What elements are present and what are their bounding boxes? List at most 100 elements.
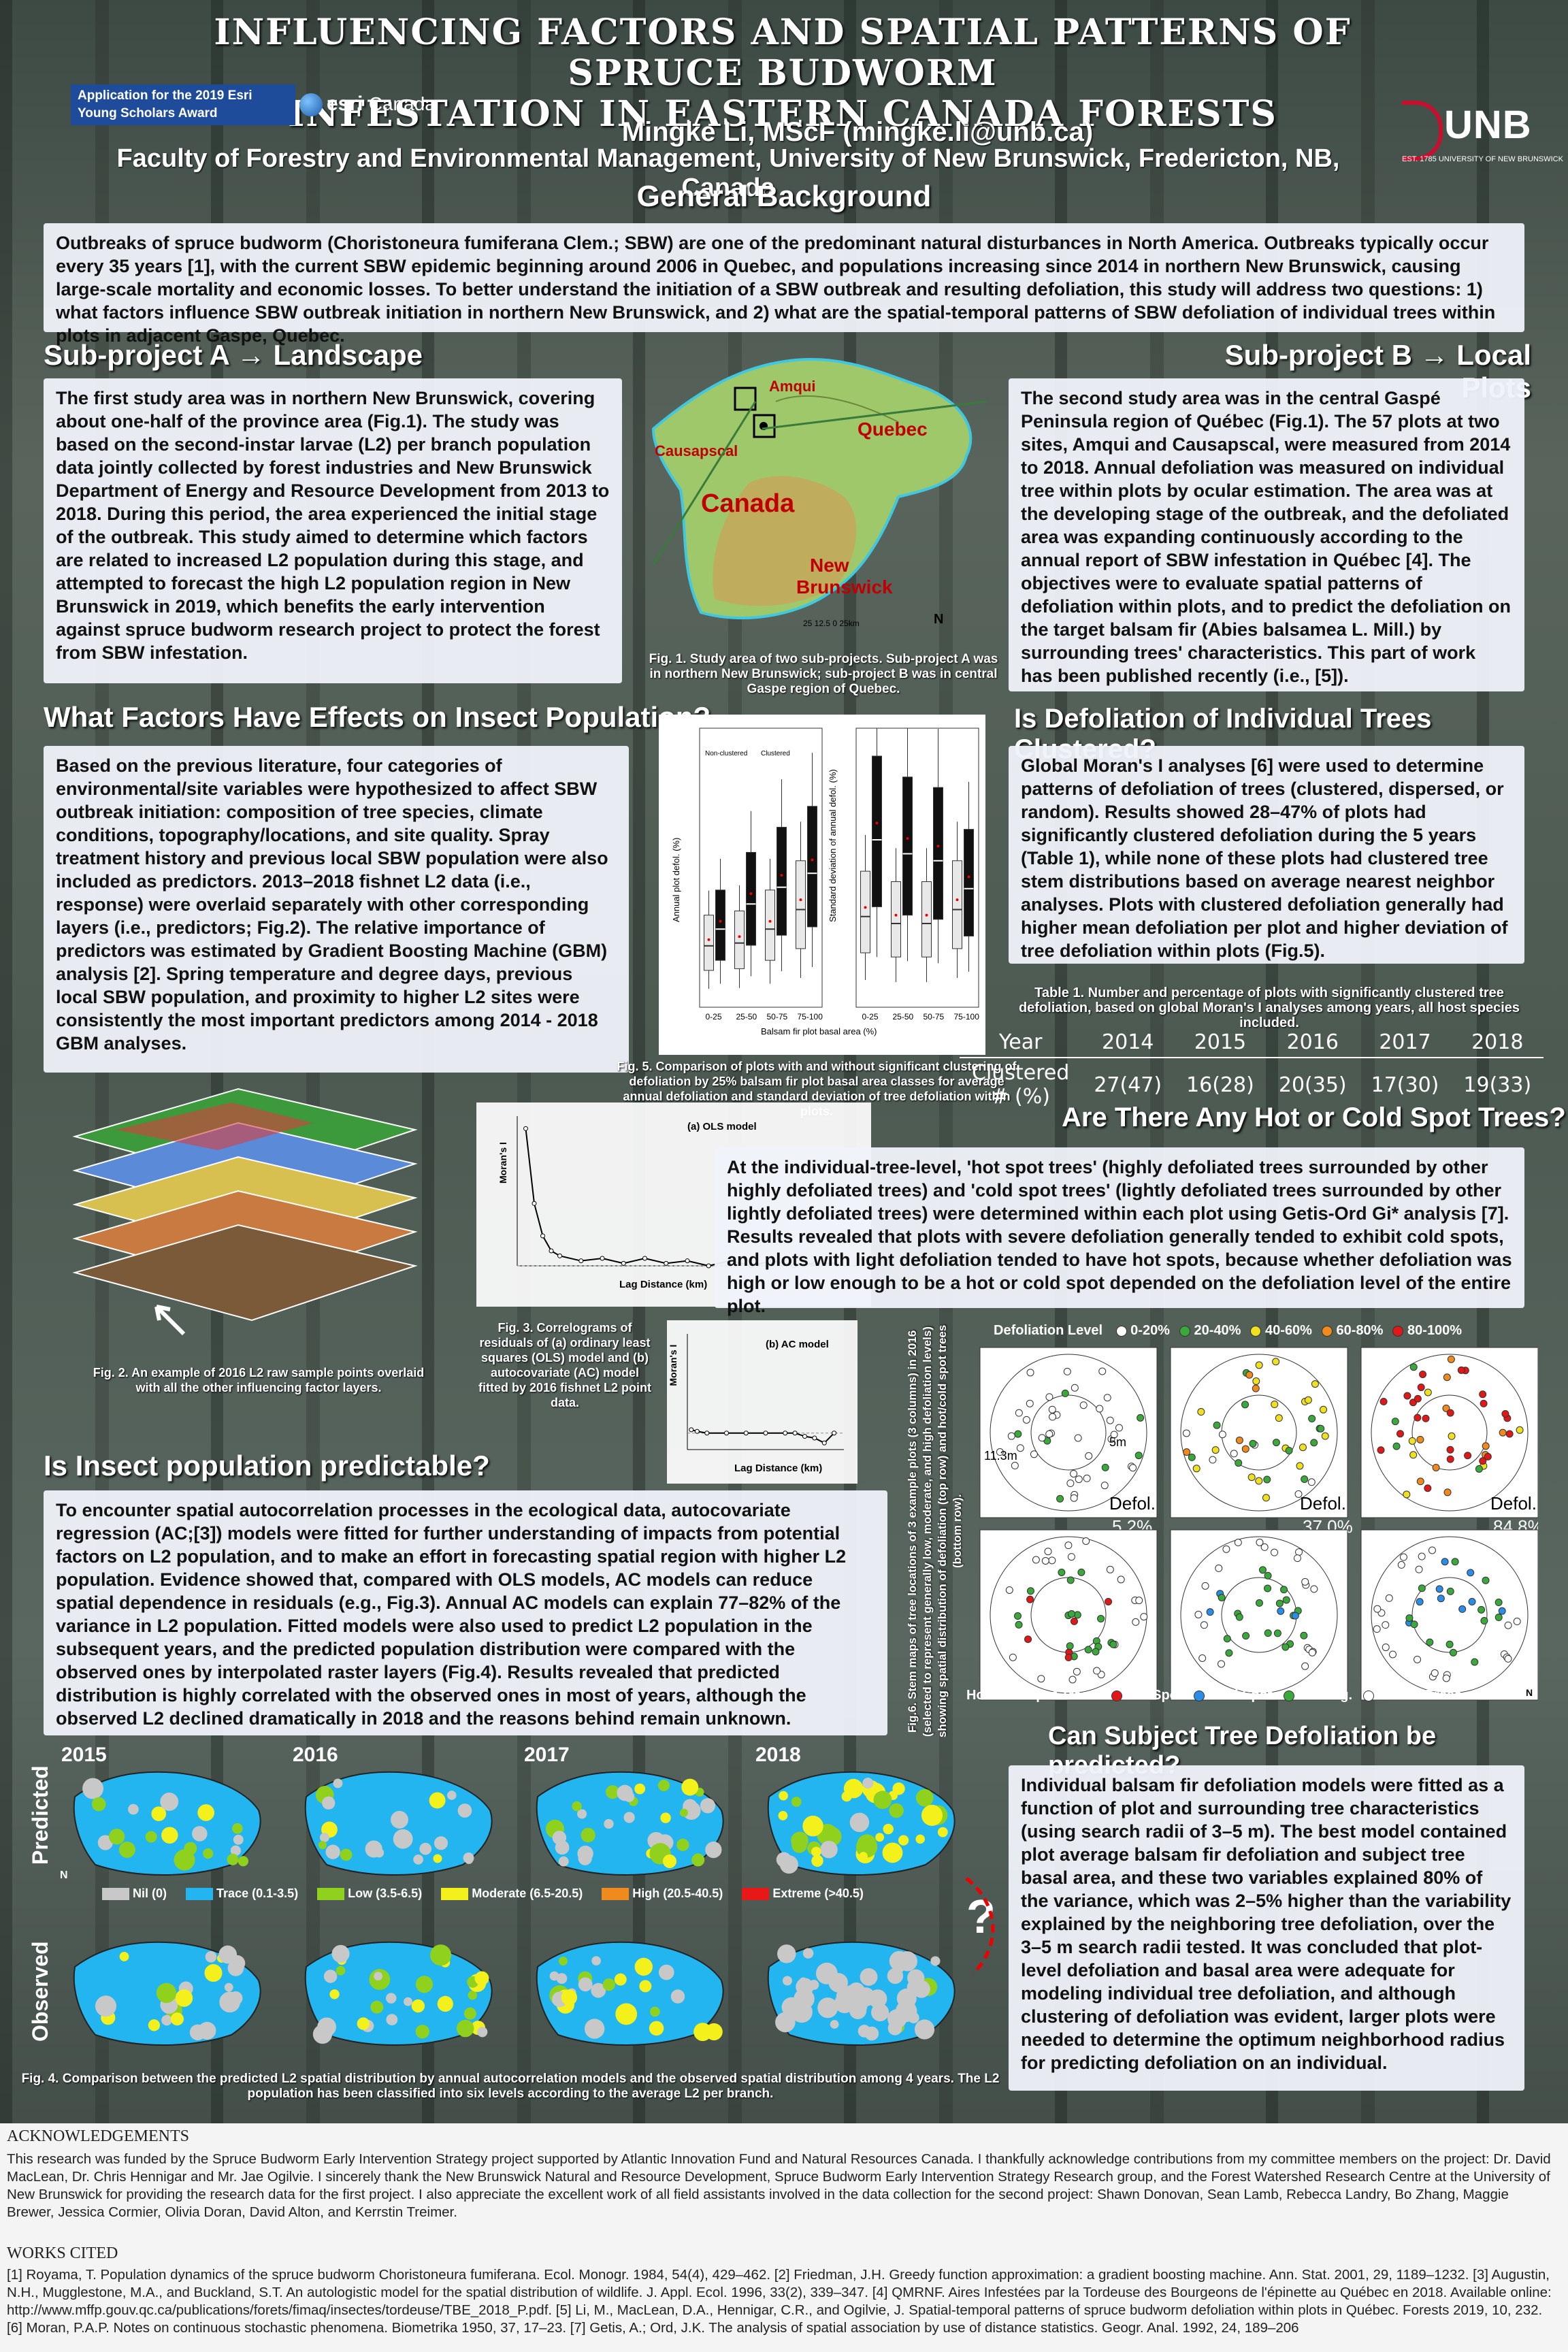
- l2-map: [767, 1771, 956, 1876]
- tree-point: [1077, 1568, 1085, 1576]
- tree-point: [1308, 1648, 1316, 1656]
- tree-point: [1441, 1558, 1449, 1566]
- tree-point: [1026, 1587, 1034, 1595]
- fig2-caption: Fig. 2. An example of 2016 L2 raw sample…: [93, 1366, 425, 1394]
- map-patch: [118, 1841, 135, 1858]
- tree-point: [1048, 1556, 1056, 1565]
- data-point: [557, 1253, 562, 1258]
- tree-point: [1085, 1452, 1093, 1460]
- tree-point: [996, 1448, 1004, 1456]
- x-tick-label: 0-25: [706, 1012, 722, 1022]
- tree-point: [1482, 1576, 1490, 1584]
- tree-point: [1101, 1463, 1109, 1471]
- map-patch: [156, 1982, 177, 2004]
- map-patch: [859, 1852, 868, 1861]
- map-patch: [615, 2003, 638, 2025]
- tree-point: [1211, 1446, 1220, 1454]
- tree-point: [1213, 1421, 1221, 1429]
- tree-point: [1188, 1453, 1196, 1461]
- map-patch: [617, 1784, 633, 1801]
- tree-point: [1247, 1473, 1256, 1482]
- tree-point: [1320, 1405, 1328, 1414]
- map-patch: [477, 2027, 488, 2038]
- tree-point: [1418, 1584, 1426, 1592]
- legend-item: Nil (0): [102, 1886, 167, 1901]
- legend-item: Trace (0.1-3.5): [186, 1886, 298, 1901]
- map-patch: [811, 1855, 823, 1867]
- map-patch: [415, 1976, 434, 1993]
- l2-map: [767, 1941, 956, 2046]
- map-patch: [197, 1804, 215, 1821]
- map-patch: [778, 1810, 788, 1820]
- table1: Year 2014 2015 2016 2017 2018 Clustered # (%)…: [960, 1028, 1544, 1111]
- tree-point: [1296, 1462, 1304, 1470]
- legend-item: Hot Spot: [1111, 1688, 1183, 1703]
- tree-point: [1223, 1635, 1231, 1643]
- tree-point: [1317, 1424, 1325, 1433]
- tree-point: [1293, 1554, 1301, 1563]
- works-text: [1] Royama, T. Population dynamics of th…: [7, 2267, 1552, 2336]
- x-tick-label: 50-75: [767, 1012, 788, 1022]
- map-patch: [815, 1962, 838, 1984]
- mean-point: [811, 858, 814, 862]
- tree-point: [1428, 1546, 1436, 1554]
- legend-item: Border Trees: [1363, 1688, 1462, 1703]
- fig4-caption: Fig. 4. Comparison between the predicted…: [21, 2072, 1000, 2101]
- map-patch: [634, 1957, 653, 1976]
- tree-point: [1252, 1384, 1260, 1392]
- causapscal-site-box: [753, 414, 776, 438]
- legend-item: Non-sig.: [1283, 1688, 1352, 1703]
- tree-point: [1458, 1605, 1467, 1613]
- map-patch: [649, 2021, 664, 2036]
- defol-label: Defol.: [1300, 1493, 1346, 1514]
- map-patch: [446, 1791, 457, 1800]
- tree-point: [1024, 1635, 1032, 1644]
- mean-point: [780, 874, 783, 877]
- tree-point: [1192, 1465, 1200, 1473]
- tree-point: [1377, 1446, 1385, 1454]
- fig2-layer-stack: [72, 1088, 418, 1336]
- map-patch: [676, 1838, 689, 1851]
- tree-point: [1475, 1465, 1483, 1473]
- tree-point: [1403, 1490, 1411, 1499]
- map-patch: [670, 1989, 685, 2004]
- map-patch: [91, 1797, 106, 1812]
- tree-point: [1467, 1569, 1475, 1577]
- map-patch: [892, 1782, 905, 1795]
- tree-point: [1255, 1599, 1263, 1607]
- map-patch: [875, 1833, 885, 1842]
- map-patch: [430, 1944, 452, 1966]
- tree-point: [1041, 1556, 1049, 1565]
- table1-caption: Table 1. Number and percentage of plots …: [1018, 985, 1520, 1030]
- tree-point: [1096, 1405, 1104, 1413]
- tree-point: [1396, 1430, 1404, 1438]
- map-patch: [463, 2007, 476, 2020]
- tree-point: [1416, 1477, 1424, 1486]
- legend-item: 0-20%: [1115, 1323, 1170, 1338]
- series-line: [691, 1428, 835, 1444]
- ack-text: This research was funded by the Spruce B…: [7, 2151, 1551, 2220]
- mean-point: [738, 935, 741, 938]
- map-patch: [391, 1810, 408, 1829]
- tree-point: [1016, 1444, 1024, 1452]
- legend-item: 40-60%: [1250, 1323, 1312, 1338]
- map-patch: [915, 1834, 925, 1844]
- row-label-predicted: Predicted: [28, 1765, 52, 1865]
- fig3b-panel: (b) AC model Lag Distance (km) Moran's I: [667, 1320, 858, 1484]
- hotspot-heading: Are There Any Hot or Cold Spot Trees?: [1062, 1102, 1566, 1132]
- map-patch: [623, 1812, 635, 1823]
- tree-point: [1014, 1430, 1022, 1438]
- study-area-map: Amqui Quebec Causapscal Canada New Bruns…: [651, 358, 987, 628]
- map-patch: [679, 1808, 688, 1817]
- map-patch: [561, 1989, 578, 2006]
- map-patch: [323, 1970, 338, 1983]
- tree-point: [1479, 1390, 1487, 1399]
- box-non-clustered: [796, 860, 806, 949]
- l2-map: [304, 1941, 493, 2046]
- stem-map-frame: [979, 1347, 1158, 1518]
- tree-point: [1026, 1369, 1034, 1377]
- clustered-text: Global Moran's I analyses [6] were used …: [1009, 746, 1524, 964]
- fig5-boxplots: Annual plot defol. (%) 0-25 25-50 50-75 75-1…: [671, 728, 979, 1036]
- tree-point: [1032, 1556, 1040, 1564]
- tree-point: [1271, 1548, 1279, 1556]
